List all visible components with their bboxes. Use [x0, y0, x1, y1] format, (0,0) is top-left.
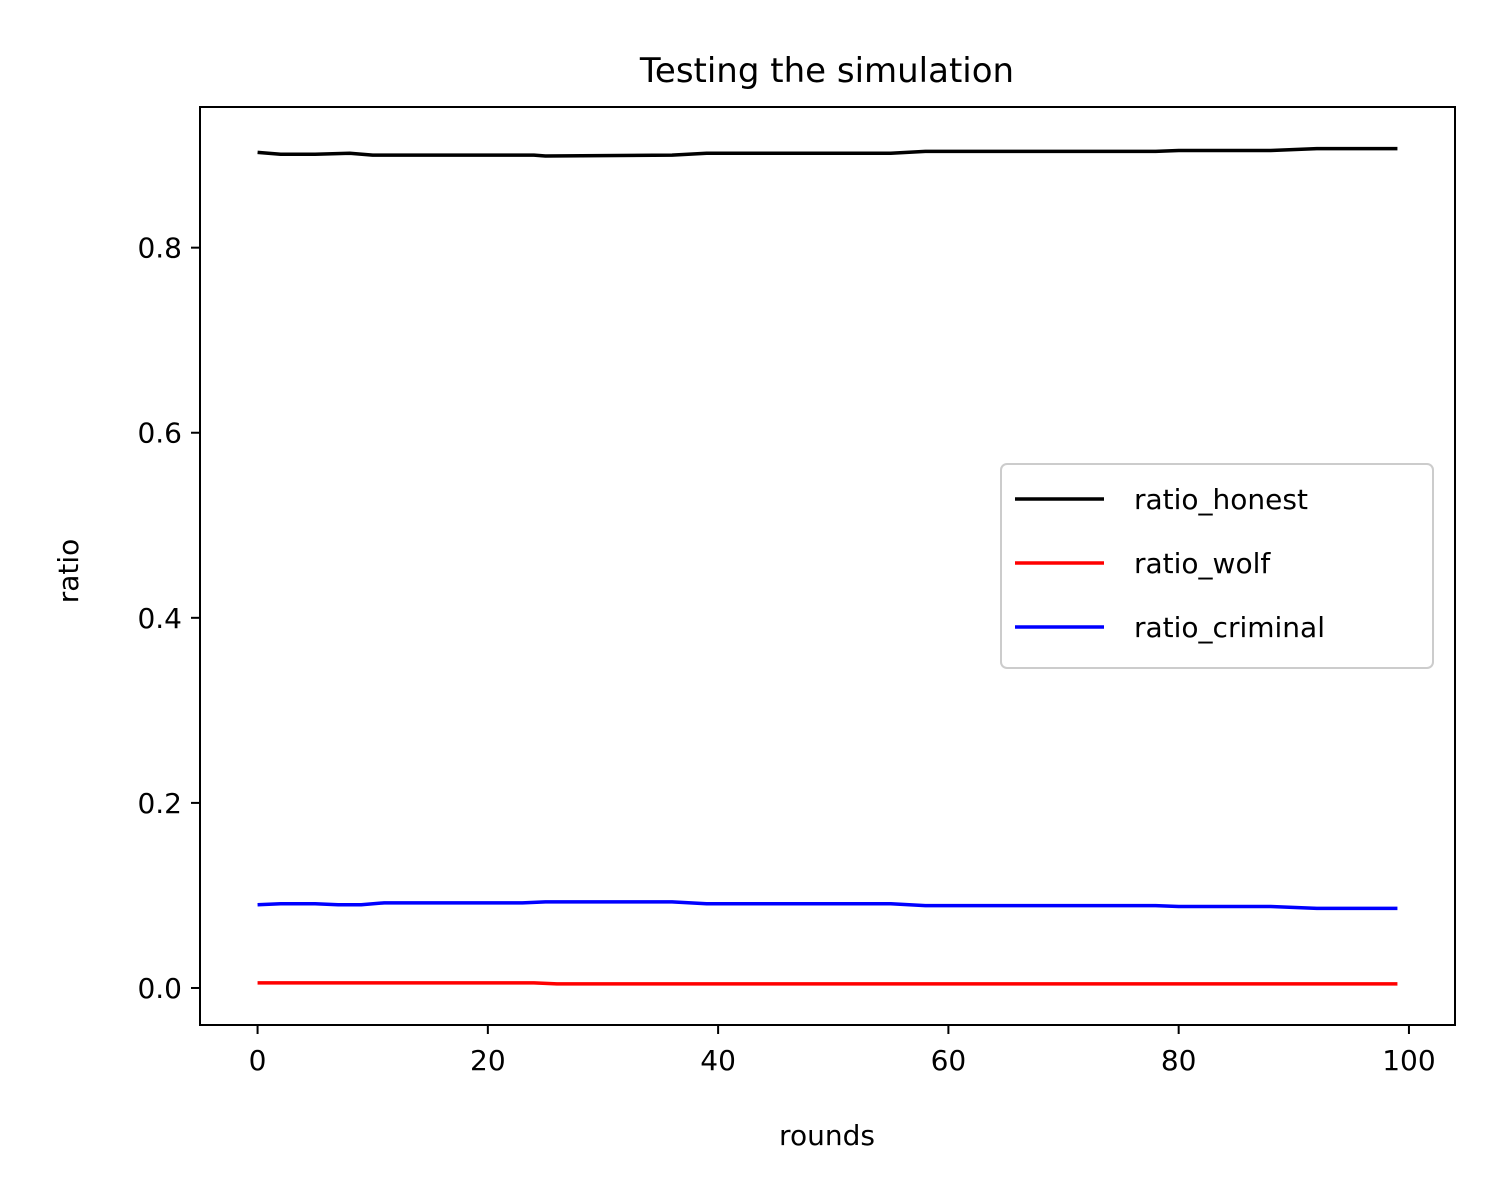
y-tick-label: 0.0 — [137, 972, 182, 1005]
series-line-ratio-criminal — [257, 900, 1398, 911]
y-tick-label: 0.8 — [137, 232, 182, 265]
y-tick-label: 0.2 — [137, 787, 182, 820]
legend: ratio_honest ratio_wolf ratio_criminal — [1000, 463, 1434, 669]
y-axis: 0.0 0.2 0.4 0.6 0.8 — [137, 232, 200, 1005]
legend-label-ratio-wolf: ratio_wolf — [1134, 547, 1271, 580]
x-axis-label: rounds — [779, 1119, 875, 1152]
legend-label-ratio-criminal: ratio_criminal — [1134, 611, 1325, 644]
legend-box — [1000, 463, 1434, 669]
legend-items: ratio_honest ratio_wolf ratio_criminal — [1015, 483, 1325, 644]
y-tick-label: 0.4 — [137, 602, 182, 635]
x-tick-label: 0 — [249, 1044, 267, 1077]
x-tick-label: 20 — [470, 1044, 506, 1077]
series-line-ratio-wolf — [257, 981, 1398, 986]
y-axis-label: ratio — [52, 539, 85, 604]
series-line-ratio-honest — [257, 146, 1398, 158]
legend-label-ratio-honest: ratio_honest — [1134, 483, 1308, 516]
y-tick-label: 0.6 — [137, 417, 182, 450]
x-tick-label: 100 — [1382, 1044, 1435, 1077]
x-axis: 0 20 40 60 80 100 — [249, 1025, 1436, 1077]
chart-title: Testing the simulation — [639, 51, 1014, 91]
x-tick-label: 60 — [931, 1044, 967, 1077]
x-tick-label: 80 — [1161, 1044, 1197, 1077]
x-tick-label: 40 — [700, 1044, 736, 1077]
series-layer — [257, 146, 1398, 986]
